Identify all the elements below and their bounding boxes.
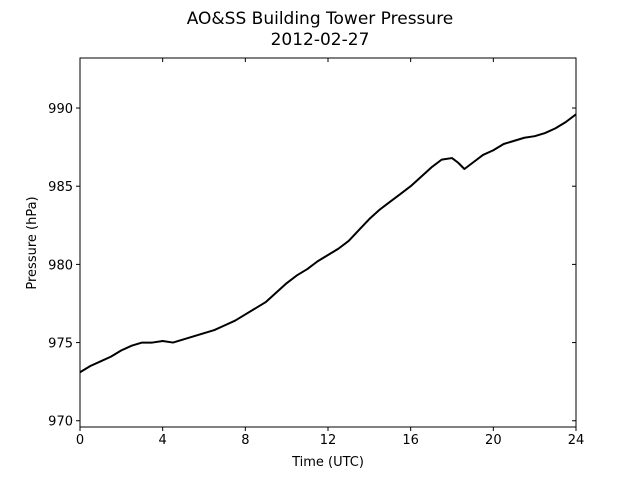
- y-tick-label-970: 970: [48, 415, 73, 430]
- x-tick-label-24: 24: [568, 433, 585, 448]
- y-tick-label-990: 990: [48, 102, 73, 117]
- x-tick-label-16: 16: [402, 433, 419, 448]
- x-tick-label-8: 8: [241, 433, 249, 448]
- x-tick-label-20: 20: [485, 433, 502, 448]
- y-tick-label-980: 980: [48, 258, 73, 273]
- y-tick-label-975: 975: [48, 337, 73, 352]
- series-line-0: [79, 113, 577, 374]
- y-axis-label: Pressure (hPa): [25, 196, 40, 289]
- chart-title: AO&SS Building Tower Pressure: [187, 9, 454, 29]
- plot-frame: [79, 57, 577, 428]
- x-tick-label-0: 0: [76, 433, 84, 448]
- plot-area: 0 4 8 12 16 20 24 970 975 980 985 990: [48, 57, 585, 448]
- x-tick-label-12: 12: [320, 433, 337, 448]
- chart-subtitle: 2012-02-27: [271, 30, 370, 50]
- x-tick-label-4: 4: [159, 433, 167, 448]
- y-tick-label-985: 985: [48, 180, 73, 195]
- x-axis-label: Time (UTC): [291, 455, 364, 470]
